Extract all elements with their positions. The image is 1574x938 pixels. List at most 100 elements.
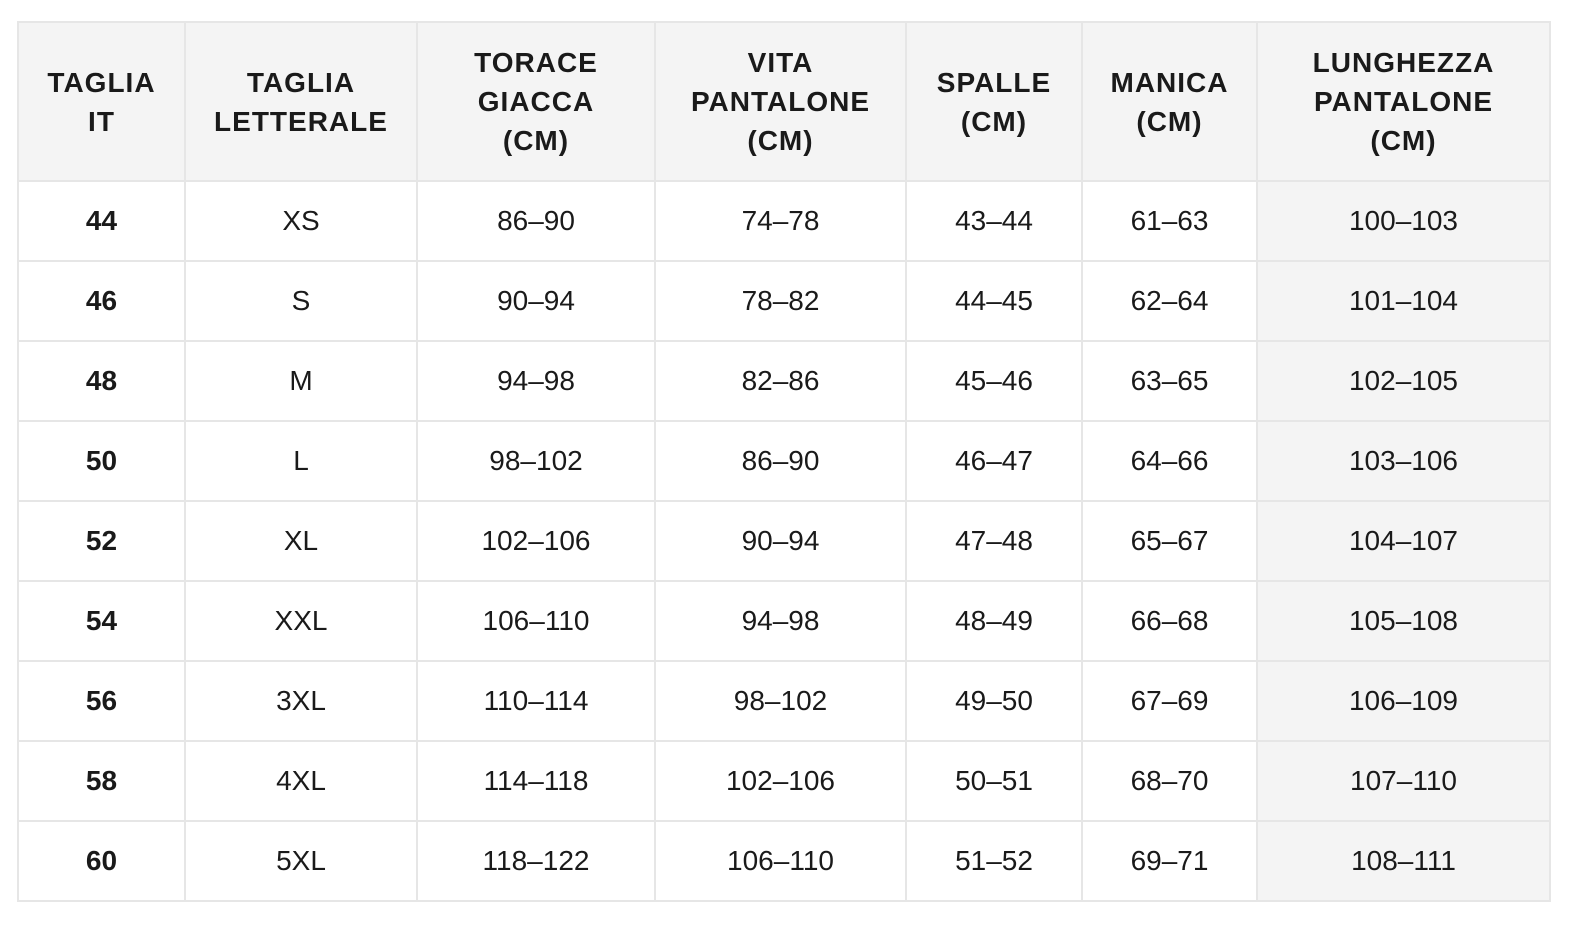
table-cell: 101–104 — [1256, 260, 1551, 342]
table-cell: 98–102 — [654, 660, 907, 742]
table-cell: 46 — [17, 260, 186, 342]
table-row: 54 XXL 106–110 94–98 48–49 66–68 105–108 — [17, 580, 1551, 662]
table-row: 56 3XL 110–114 98–102 49–50 67–69 106–109 — [17, 660, 1551, 742]
table-cell: 106–110 — [654, 820, 907, 902]
table-cell: 65–67 — [1081, 500, 1258, 582]
table-cell: 106–109 — [1256, 660, 1551, 742]
header-line: TAGLIA — [246, 66, 356, 98]
table-row: 60 5XL 118–122 106–110 51–52 69–71 108–111 — [17, 820, 1551, 902]
table-header: TAGLIA IT TAGLIA LETTERALE TORACE GIACCA (CM) V… — [17, 21, 1551, 182]
table-cell: 63–65 — [1081, 340, 1258, 422]
header-line: SPALLE — [936, 66, 1052, 98]
table-cell: 61–63 — [1081, 180, 1258, 262]
table-cell: 69–71 — [1081, 820, 1258, 902]
table-cell: 43–44 — [905, 180, 1083, 262]
table-cell: 98–102 — [416, 420, 656, 502]
table-cell: 74–78 — [654, 180, 907, 262]
header-cell: MANICA (CM) — [1081, 21, 1258, 182]
header-line: LETTERALE — [214, 105, 388, 137]
table-cell: XXL — [184, 580, 418, 662]
table-cell: 118–122 — [416, 820, 656, 902]
header-line: (CM) — [960, 105, 1028, 137]
table-cell: 49–50 — [905, 660, 1083, 742]
table-cell: L — [184, 420, 418, 502]
header-cell: TORACE GIACCA (CM) — [416, 21, 656, 182]
table-cell: 102–106 — [416, 500, 656, 582]
table-cell: 78–82 — [654, 260, 907, 342]
table-row: 48 M 94–98 82–86 45–46 63–65 102–105 — [17, 340, 1551, 422]
table-cell: 68–70 — [1081, 740, 1258, 822]
table-cell: 50 — [17, 420, 186, 502]
table-cell: 102–106 — [654, 740, 907, 822]
table-cell: 5XL — [184, 820, 418, 902]
table-cell: 94–98 — [416, 340, 656, 422]
table-cell: 103–106 — [1256, 420, 1551, 502]
table-cell: 64–66 — [1081, 420, 1258, 502]
table-cell: 100–103 — [1256, 180, 1551, 262]
table-row: 58 4XL 114–118 102–106 50–51 68–70 107–110 — [17, 740, 1551, 822]
header-line: (CM) — [747, 125, 814, 156]
header-line: IT — [88, 105, 115, 137]
table-row: 46 S 90–94 78–82 44–45 62–64 101–104 — [17, 260, 1551, 342]
header-line: GIACCA — [477, 86, 595, 117]
table-cell: 105–108 — [1256, 580, 1551, 662]
table-cell: 44–45 — [905, 260, 1083, 342]
table-cell: 48 — [17, 340, 186, 422]
table-cell: 56 — [17, 660, 186, 742]
table-cell: 90–94 — [416, 260, 656, 342]
table-cell: 86–90 — [654, 420, 907, 502]
header-line: (CM) — [1370, 125, 1437, 156]
table-cell: S — [184, 260, 418, 342]
table-cell: 94–98 — [654, 580, 907, 662]
table-cell: 52 — [17, 500, 186, 582]
header-line: (CM) — [502, 125, 570, 156]
table-cell: 104–107 — [1256, 500, 1551, 582]
header-line: TORACE — [474, 47, 598, 78]
table-cell: 108–111 — [1256, 820, 1551, 902]
table-cell: 47–48 — [905, 500, 1083, 582]
header-cell: LUNGHEZZA PANTALONE (CM) — [1256, 21, 1551, 182]
table-cell: M — [184, 340, 418, 422]
header-cell: TAGLIA IT — [17, 21, 186, 182]
table-row: 50 L 98–102 86–90 46–47 64–66 103–106 — [17, 420, 1551, 502]
header-line: LUNGHEZZA — [1312, 47, 1495, 78]
table-cell: 114–118 — [416, 740, 656, 822]
header-line: PANTALONE — [690, 86, 871, 117]
table-cell: 54 — [17, 580, 186, 662]
table-cell: 3XL — [184, 660, 418, 742]
table-cell: 44 — [17, 180, 186, 262]
table-row: 44 XS 86–90 74–78 43–44 61–63 100–103 — [17, 180, 1551, 262]
table-cell: 86–90 — [416, 180, 656, 262]
header-row: TAGLIA IT TAGLIA LETTERALE TORACE GIACCA (CM) V… — [17, 21, 1551, 182]
table-cell: 4XL — [184, 740, 418, 822]
table-cell: 107–110 — [1256, 740, 1551, 822]
table-cell: 66–68 — [1081, 580, 1258, 662]
table-cell: 62–64 — [1081, 260, 1258, 342]
table-cell: 90–94 — [654, 500, 907, 582]
table-cell: 50–51 — [905, 740, 1083, 822]
header-line: VITA — [747, 47, 814, 78]
table-row: 52 XL 102–106 90–94 47–48 65–67 104–107 — [17, 500, 1551, 582]
table-cell: 51–52 — [905, 820, 1083, 902]
header-cell: VITA PANTALONE (CM) — [654, 21, 907, 182]
table-body: 44 XS 86–90 74–78 43–44 61–63 100–103 46 S 90–94 7… — [17, 180, 1551, 902]
table-cell: XL — [184, 500, 418, 582]
table-cell: 45–46 — [905, 340, 1083, 422]
table-cell: 82–86 — [654, 340, 907, 422]
header-line: MANICA — [1110, 66, 1229, 98]
table-cell: 110–114 — [416, 660, 656, 742]
table-cell: 60 — [17, 820, 186, 902]
table-cell: 102–105 — [1256, 340, 1551, 422]
header-line: (CM) — [1136, 105, 1203, 137]
header-line: TAGLIA — [47, 66, 156, 98]
table-cell: 106–110 — [416, 580, 656, 662]
table-cell: 48–49 — [905, 580, 1083, 662]
table-cell: XS — [184, 180, 418, 262]
size-table: TAGLIA IT TAGLIA LETTERALE TORACE GIACCA (CM) V… — [17, 21, 1551, 902]
header-cell: SPALLE (CM) — [905, 21, 1083, 182]
header-cell: TAGLIA LETTERALE — [184, 21, 418, 182]
table-cell: 46–47 — [905, 420, 1083, 502]
header-line: PANTALONE — [1313, 86, 1494, 117]
table-cell: 67–69 — [1081, 660, 1258, 742]
